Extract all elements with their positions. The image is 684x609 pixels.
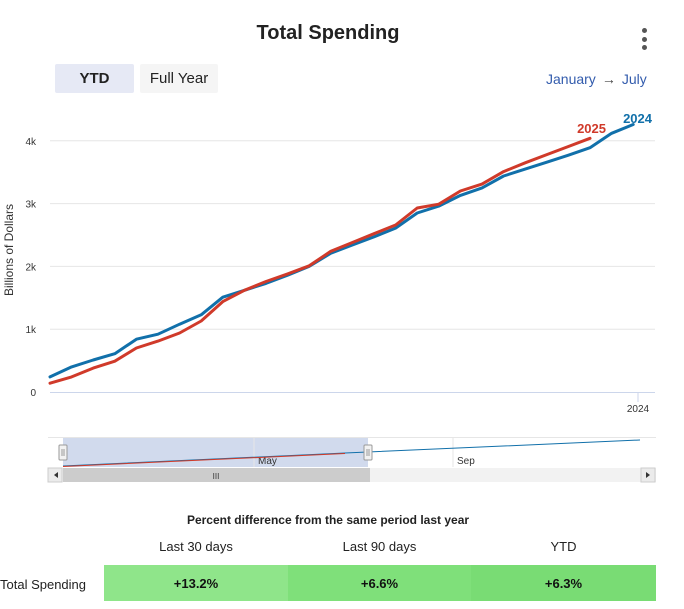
navigator-series-2025 (62, 453, 346, 467)
scrollbar-thumb[interactable] (63, 468, 370, 482)
series-line-2024 (48, 123, 635, 379)
column-header-last-30-days: Last 30 days (159, 539, 233, 554)
x-tick-label-2024: 2024 (627, 404, 650, 415)
y-axis-title: Billions of Dollars (2, 204, 16, 296)
navigator-label-may: May (258, 456, 277, 467)
date-range-to[interactable]: July (621, 71, 647, 87)
chart-title: Total Spending (256, 22, 400, 44)
date-range: January → July (546, 71, 647, 87)
navigator-label-sep: Sep (457, 456, 475, 467)
navigator-handle-right[interactable] (363, 444, 373, 461)
value-last-90-days: +6.6% (288, 565, 471, 601)
series-label-2024: 2024 (623, 111, 653, 126)
spending-chart: 0 1k 2k 3k 4k 2024 Billions of Dollars 2024 2025… (2, 111, 656, 483)
kebab-menu-icon[interactable] (636, 28, 652, 50)
value-ytd: +6.3% (471, 565, 656, 601)
column-header-ytd: YTD (550, 539, 577, 554)
date-range-from[interactable]: January (546, 71, 596, 87)
navigator-selected-range (63, 438, 368, 467)
series-line-2025 (48, 136, 592, 385)
full-year-button[interactable]: Full Year (140, 64, 218, 93)
y-tick-label-3: 3k (25, 200, 37, 211)
value-last-30-days: +13.2% (104, 565, 288, 601)
scrollbar-grip: III (213, 472, 220, 481)
row-label-total-spending: Total Spending (0, 577, 87, 592)
y-tick-label-1: 1k (25, 325, 37, 336)
y-tick-label-4: 4k (25, 137, 37, 148)
series-label-2025: 2025 (577, 121, 606, 136)
navigator-handle-left[interactable] (58, 444, 68, 461)
arrow-right-icon (646, 472, 650, 478)
y-tick-label-2: 2k (25, 262, 37, 273)
y-tick-label-0: 0 (30, 388, 36, 399)
ytd-button[interactable]: YTD (55, 64, 134, 93)
arrow-right-icon: → (601, 71, 616, 87)
arrow-left-icon (54, 472, 58, 478)
comparison-title: Percent difference from the same period … (186, 513, 470, 527)
column-header-last-90-days: Last 90 days (342, 539, 417, 554)
